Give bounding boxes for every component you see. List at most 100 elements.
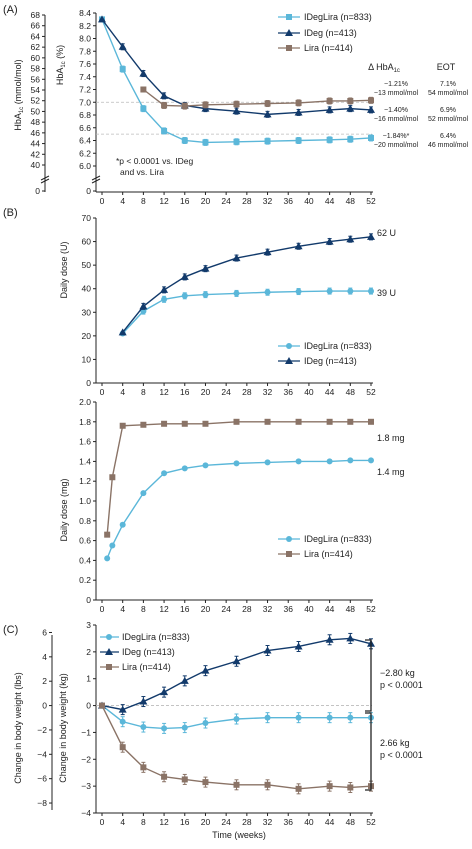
data-point [161,296,168,303]
table-delta-pct: −1.21% [384,81,408,88]
y-tick-label-inner: −1 [81,727,91,737]
panel-b2-ylabel: Daily dose (mg) [59,478,69,541]
data-point [233,290,240,297]
x-tick-label: 0 [100,604,105,614]
bracket-lower-p: p < 0.0001 [380,750,423,760]
table-header-delta: Δ HbA1c [368,62,400,74]
y-tick-label: 20 [82,331,92,341]
data-point [233,101,240,108]
data-point [368,457,374,464]
data-point [109,474,116,481]
data-point [326,783,333,790]
panel-a-series [98,15,375,146]
data-point [326,97,333,104]
x-tick-label: 40 [304,817,314,827]
table-eot-mmol: 46 mmol/mol [428,142,469,149]
y-tick-label-inner: −4 [81,808,91,818]
panel-b2-axes: 00.20.40.60.81.01.21.41.61.82.00 4 8 12 16 20… [79,397,376,614]
panel-c-series [98,632,375,795]
data-point [347,288,354,295]
data-point [119,66,126,73]
x-tick-label: 28 [242,387,252,397]
data-point [202,720,209,727]
y-tick-label-inner: 6.0 [79,161,91,171]
data-point [118,42,127,50]
data-point [161,102,168,109]
y-tick-label-inner: 8.2 [79,21,91,31]
series-line [122,236,372,333]
x-tick-label: 48 [346,817,356,827]
legend-label: IDeg (n=413) [122,647,175,657]
y-tick-label: 1.8 [79,417,91,427]
panel-b2-series [104,418,374,562]
x-tick-label: 44 [325,387,335,397]
series-line [101,705,372,790]
data-point [263,248,272,256]
y-tick-label-inner: 6.8 [79,110,91,120]
y-tick-label-inner: 7.4 [79,72,91,82]
end-label-ideglira: 1.4 mg [377,467,405,477]
data-point [346,235,355,243]
x-tick-label: 44 [325,196,335,206]
y-tick-label: 0.2 [79,575,91,585]
x-tick-label: 24 [221,387,231,397]
y-tick-label-outer: 54 [31,85,41,95]
series-line [101,705,371,730]
data-point [181,465,188,472]
x-tick-label: 12 [159,196,169,206]
legend-item-ideg: IDeg (n=413) [278,356,357,366]
y-tick-label-inner: 0 [86,701,91,711]
data-point [347,97,354,104]
y-tick-label-outer: −8 [37,798,47,808]
panel-a-axes: 0 6.0 6.2 6.4 6.6 6.8 7.0 7.2 7.4 7.6 7.8 8.0 8.2 8.4… [31,8,376,206]
x-tick-label: 0 [100,817,105,827]
data-point [139,69,148,77]
y-tick-label: 0.8 [79,516,91,526]
y-tick-label-outer: 42 [31,149,41,159]
y-tick-label-outer: 40 [31,160,41,170]
x-tick-label: 24 [221,604,231,614]
panel-a: (A) 0 6.0 6.2 6.4 6.6 6.8 7.0 7.2 7.4 7.6 7.8 8.0 8.… [3,4,468,206]
x-tick-label: 48 [346,604,356,614]
data-point [232,254,241,262]
data-point [367,105,375,113]
y-tick-label: 2.0 [79,397,91,407]
x-tick-label: 32 [263,817,273,827]
x-tick-label: 48 [346,387,356,397]
x-tick-label: 20 [201,604,211,614]
data-point [181,776,188,783]
x-tick-label: 24 [221,817,231,827]
axis-break [40,175,50,181]
y-tick-label-inner: 8.0 [79,34,91,44]
data-point [160,285,169,293]
table-eot-mmol: 52 mmol/mol [428,116,469,123]
data-point [232,657,241,665]
data-point [233,138,240,145]
axis-break [40,178,50,184]
data-point [295,288,302,295]
data-point [325,105,334,113]
data-point [368,288,374,295]
legend-item-ideglira: IDegLira (n=833) [278,534,372,544]
x-tick-label: 0 [100,387,105,397]
y-tick-label-outer: 62 [31,42,41,52]
x-tick-label: 20 [201,387,211,397]
y-tick-label: 0.6 [79,536,91,546]
series-line [101,18,372,116]
data-point [181,420,188,427]
bracket-upper-value: −2.80 kg [380,668,415,678]
y-tick-label-outer: 0 [42,701,47,711]
x-tick-label: 40 [304,196,314,206]
data-point [202,101,209,108]
x-tick-label: 32 [263,387,273,397]
data-point [161,420,168,427]
data-point [264,418,271,425]
data-point [346,104,355,112]
data-point [140,86,147,93]
y-tick-label-outer: −2 [37,725,47,735]
y-tick-label-outer: 66 [31,21,41,31]
x-tick-label: 16 [180,196,190,206]
